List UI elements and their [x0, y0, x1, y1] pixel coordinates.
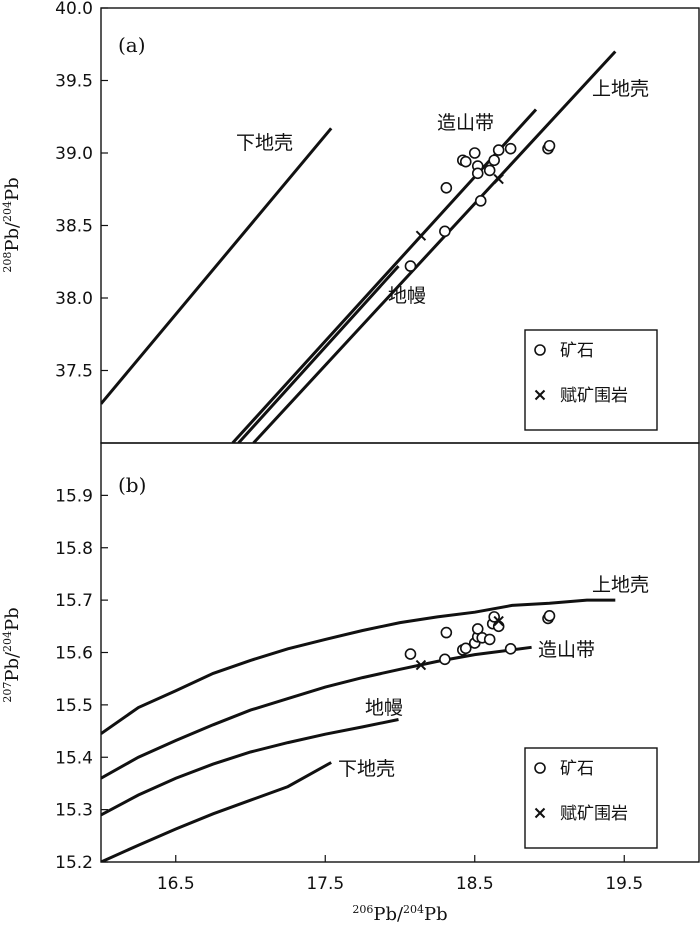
- panel-a-ytick-label: 38.5: [55, 217, 93, 237]
- panel-b-curves: [101, 598, 616, 862]
- cross-stroke: [493, 615, 504, 627]
- panel-b-curve-label: 上地壳: [592, 574, 649, 596]
- panel-a-ore-point: [439, 225, 451, 238]
- panel-a-frame: [100, 7, 700, 444]
- panel-b-ore-point: [471, 623, 484, 635]
- panel-a-ore-point: [404, 260, 417, 272]
- panel-b-ore-point: [504, 643, 517, 655]
- panel-b-ytick-label: 15.9: [55, 486, 93, 506]
- panel-a-curve-label: 上地壳: [592, 78, 649, 100]
- panel-a-curve: [237, 265, 400, 443]
- panel-b-ytick-label: 15.8: [55, 539, 93, 559]
- cross-stroke: [534, 807, 546, 819]
- panel-b-ore-point: [492, 620, 505, 633]
- panel-b-host-rock-point: [415, 659, 427, 671]
- panel-a-ore-point: [474, 195, 487, 207]
- panel-a-host-rock-point: [415, 230, 427, 241]
- panel-a-ore-point: [488, 154, 500, 167]
- panel-b-xtick-label: 18.5: [456, 874, 494, 894]
- panel-a-ore-point: [543, 139, 556, 152]
- panel-a-chart: 37.5 38.0 38.5 39.0 39.5 40.0 (a) 208Pb/204Pb 下地…: [1, 0, 700, 444]
- cross-stroke: [534, 389, 546, 401]
- panel-b-curve: [101, 718, 399, 817]
- panel-b-legend-circle-symbol: [534, 762, 546, 774]
- panel-a-ore-point: [504, 142, 517, 155]
- panel-a-ytick-label: 39.5: [55, 72, 93, 92]
- panel-b-legend-cross-symbol: [534, 807, 546, 819]
- panel-a-curve-label: 造山带: [437, 112, 494, 134]
- panel-a-ore-point: [459, 155, 472, 168]
- panel-b-frame: [100, 442, 700, 863]
- panel-b-ore-point: [439, 653, 451, 666]
- panel-a-ore-point: [483, 164, 496, 177]
- panel-b-ore-point: [440, 626, 453, 639]
- panel-b-ore-point: [543, 610, 556, 622]
- panel-a-ytick-label: 38.0: [55, 289, 93, 309]
- panel-b-legend-label: 赋矿围岩: [560, 804, 628, 824]
- panel-a-curve: [101, 127, 333, 405]
- panel-a-curve-label: 下地壳: [236, 132, 293, 154]
- panel-b-label: (b): [118, 473, 146, 497]
- cross-stroke: [415, 659, 427, 671]
- panel-b-ytick-label: 15.4: [55, 748, 93, 768]
- panel-b-xlabel: 206Pb/204Pb: [352, 903, 447, 925]
- panel-a-ytick-label: 39.0: [55, 144, 93, 164]
- panel-b-ore-point: [483, 633, 496, 646]
- panel-b-ytick-label: 15.7: [55, 591, 93, 611]
- panel-b-ore-point: [459, 642, 472, 655]
- panel-a-curves: [101, 50, 617, 443]
- panel-b-curve: [101, 645, 532, 780]
- panel-b-xtick-label: 19.5: [605, 874, 643, 894]
- panel-b-ylabel: 207Pb/204Pb: [1, 607, 23, 702]
- panel-a-legend-cross-symbol: [534, 389, 546, 401]
- panel-a-curve: [252, 50, 617, 443]
- panel-a-ore-point: [492, 144, 505, 156]
- panel-b-ytick-label: 15.5: [55, 696, 93, 716]
- panel-a-ytick-label: 37.5: [55, 362, 93, 382]
- panel-a-ylabel: 208Pb/204Pb: [1, 177, 23, 272]
- panel-b-curve-label: 下地壳: [338, 758, 395, 780]
- panel-a-legend-circle-symbol: [534, 344, 546, 356]
- panel-a-curve-label: 地幔: [388, 285, 426, 307]
- panel-a-legend-label: 赋矿围岩: [560, 386, 628, 406]
- panel-b-ytick-label: 15.3: [55, 801, 93, 821]
- panel-b-host-rock-point: [493, 615, 504, 627]
- panel-b-ytick-label: 15.2: [55, 853, 93, 873]
- panel-a-curve: [231, 108, 538, 443]
- panel-b-xtick-label: 17.5: [306, 874, 344, 894]
- cross-stroke: [415, 230, 427, 241]
- panel-b-ytick-label: 15.6: [55, 644, 93, 664]
- panel-a-legend-label: 矿石: [560, 341, 594, 361]
- panel-b-curve: [101, 598, 616, 735]
- panel-a-host-rock-point: [493, 173, 504, 185]
- panel-a-ytick-label: 40.0: [55, 0, 93, 19]
- panel-b-curve: [101, 761, 332, 862]
- cross-stroke: [493, 173, 504, 185]
- panel-a-ore-point: [471, 167, 484, 180]
- panel-b-curve-label: 造山带: [538, 639, 595, 661]
- panel-a-label: (a): [118, 33, 146, 57]
- panel-b-chart: 15.2 15.3 15.4 15.5 15.6 15.7 15.8 15.9 16.5 17.5…: [1, 442, 700, 925]
- panel-a-ore-point: [468, 147, 481, 159]
- panel-b-legend-box: [524, 747, 658, 849]
- panel-a-legend-box: [524, 329, 658, 431]
- panel-a-ore-point: [440, 182, 453, 194]
- panel-b-xtick-label: 16.5: [157, 874, 195, 894]
- panel-b-ore-point: [404, 648, 417, 660]
- panel-b-legend-label: 矿石: [560, 759, 594, 779]
- panel-b-curve-label: 地幔: [365, 697, 403, 719]
